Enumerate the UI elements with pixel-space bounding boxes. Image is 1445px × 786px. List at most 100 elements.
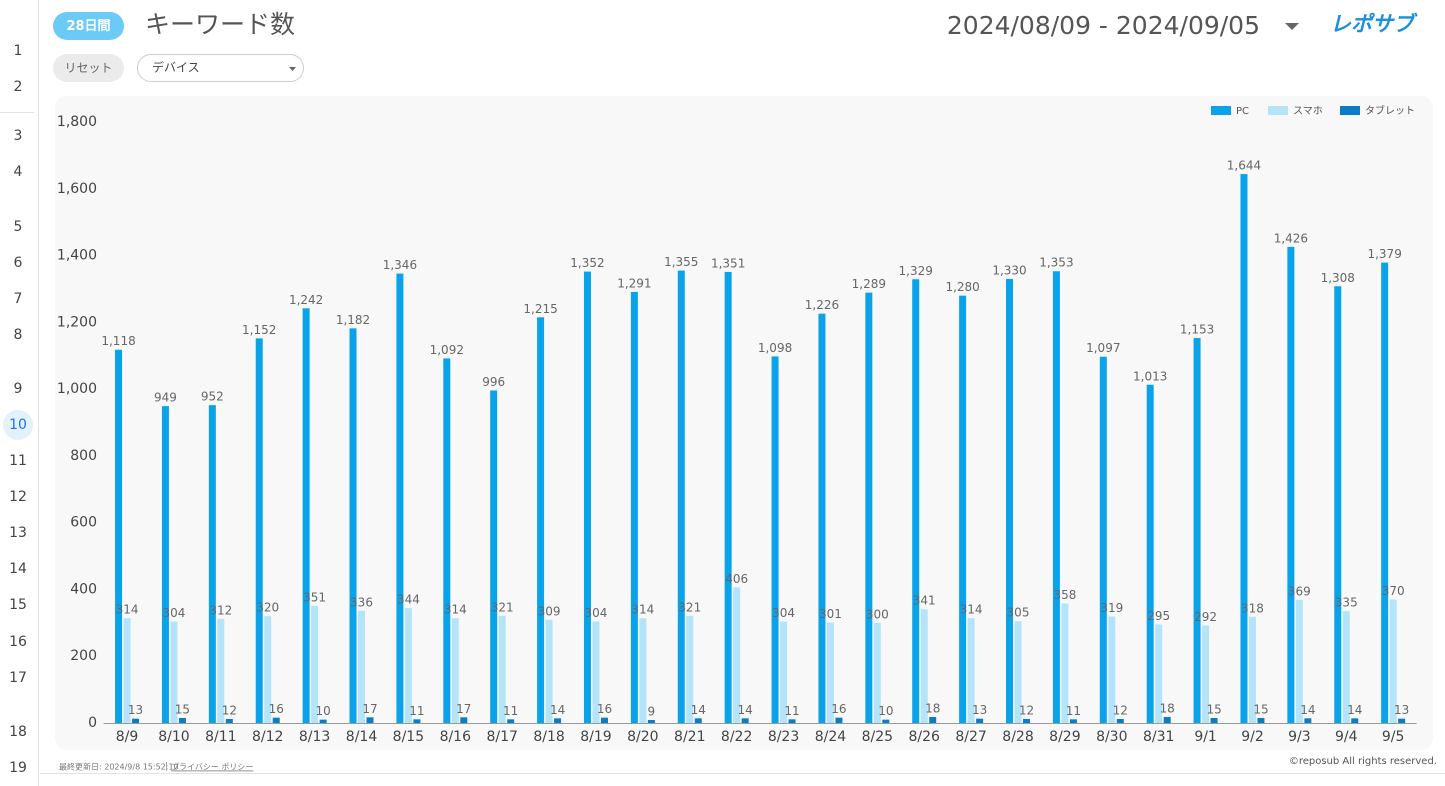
bar	[818, 313, 826, 723]
badge-text: 28日間	[66, 19, 110, 34]
row-number: 4	[14, 164, 23, 180]
privacy-link[interactable]: プライバシー ポリシー	[171, 763, 253, 772]
bar	[1099, 356, 1107, 723]
bar	[788, 719, 796, 723]
y-tick-label: 1,400	[57, 248, 97, 264]
data-label: 369	[1288, 584, 1311, 598]
data-label: 13	[1394, 703, 1409, 717]
device-text: デバイス	[152, 60, 200, 75]
data-label: 12	[1019, 703, 1034, 717]
data-label: 14	[550, 703, 565, 717]
data-label: 949	[154, 391, 177, 405]
date-dropdown-arrow[interactable]	[1285, 23, 1299, 30]
bar	[741, 718, 749, 723]
data-label: 12	[222, 703, 237, 717]
bar	[1240, 174, 1248, 723]
legend-swatch	[1268, 106, 1288, 115]
data-label: 18	[925, 701, 940, 715]
row-highlight	[3, 410, 33, 440]
data-label: 17	[456, 702, 471, 716]
data-label: 1,152	[242, 323, 276, 337]
data-label: 16	[831, 702, 846, 716]
bar	[1023, 718, 1031, 723]
bar	[647, 719, 655, 723]
data-label: 351	[303, 590, 326, 604]
legend-swatch	[1211, 106, 1231, 115]
row-number: 2	[14, 79, 23, 95]
bar	[920, 609, 928, 723]
legend-label: タブレット	[1365, 104, 1415, 117]
x-tick-label: 9/1	[1194, 729, 1217, 745]
bar	[1342, 611, 1350, 723]
bar	[1248, 616, 1256, 723]
data-label: 1,352	[570, 256, 604, 270]
bar	[1108, 616, 1116, 723]
data-label: 13	[128, 703, 143, 717]
data-label: 996	[482, 375, 505, 389]
x-tick-label: 8/26	[908, 729, 940, 745]
bar	[217, 618, 225, 723]
data-label: 314	[444, 603, 467, 617]
bar	[123, 618, 131, 723]
data-label: 16	[269, 702, 284, 716]
row-number: 3	[14, 128, 23, 144]
x-tick-label: 8/21	[674, 729, 705, 745]
logo: レポサブ	[1330, 12, 1418, 36]
bar	[1257, 717, 1265, 723]
bar	[1155, 624, 1163, 723]
legend-swatch	[1340, 106, 1360, 115]
data-label: 15	[175, 702, 190, 716]
data-label: 15	[1253, 702, 1268, 716]
data-label: 312	[209, 603, 232, 617]
data-label: 1,226	[805, 298, 839, 312]
data-label: 301	[819, 607, 842, 621]
last-updated: 最終更新日: 2024/9/8 15:52:10	[59, 762, 179, 772]
bar	[1116, 718, 1124, 723]
data-label: 1,351	[711, 256, 745, 270]
y-tick-label: 1,800	[57, 114, 97, 130]
data-label: 321	[491, 600, 514, 614]
data-label: 1,098	[758, 341, 792, 355]
data-label: 1,215	[523, 302, 557, 316]
x-tick-label: 9/2	[1241, 729, 1264, 745]
x-tick-label: 8/24	[815, 729, 847, 745]
data-label: 14	[691, 703, 706, 717]
data-label: 309	[538, 604, 561, 618]
bar	[170, 621, 178, 723]
bar	[115, 349, 123, 723]
data-label: 9	[648, 704, 656, 718]
bar	[1381, 262, 1389, 723]
data-label: 335	[1335, 596, 1358, 610]
reset-button[interactable]	[53, 54, 124, 82]
x-tick-label: 8/29	[1049, 729, 1080, 745]
bar	[545, 619, 553, 723]
bar	[443, 358, 451, 723]
x-tick-label: 8/17	[486, 729, 517, 745]
data-label: 336	[350, 595, 373, 609]
bar	[686, 615, 694, 723]
row-number: 9	[14, 381, 23, 397]
bar	[507, 719, 515, 723]
data-label: 1,242	[289, 293, 323, 307]
data-label: 1,092	[430, 343, 464, 357]
row-number: 12	[9, 489, 27, 505]
legend-label: スマホ	[1293, 105, 1323, 117]
data-label: 17	[362, 702, 377, 716]
bar	[272, 717, 280, 723]
data-label: 1,644	[1227, 159, 1261, 173]
data-label: 304	[162, 606, 185, 620]
bar	[178, 717, 186, 723]
bar	[967, 618, 975, 723]
row-number: 16	[9, 634, 27, 650]
data-label: 11	[503, 704, 518, 718]
date-range[interactable]: 2024/08/09 - 2024/09/05	[947, 11, 1260, 40]
device-dropdown[interactable]	[137, 54, 304, 82]
x-tick-label: 8/10	[158, 729, 189, 745]
x-tick-label: 8/19	[580, 729, 611, 745]
bar	[132, 718, 140, 723]
period-badge[interactable]	[53, 12, 124, 40]
bar	[396, 273, 404, 723]
bar	[1202, 625, 1210, 723]
bar	[1304, 718, 1312, 723]
